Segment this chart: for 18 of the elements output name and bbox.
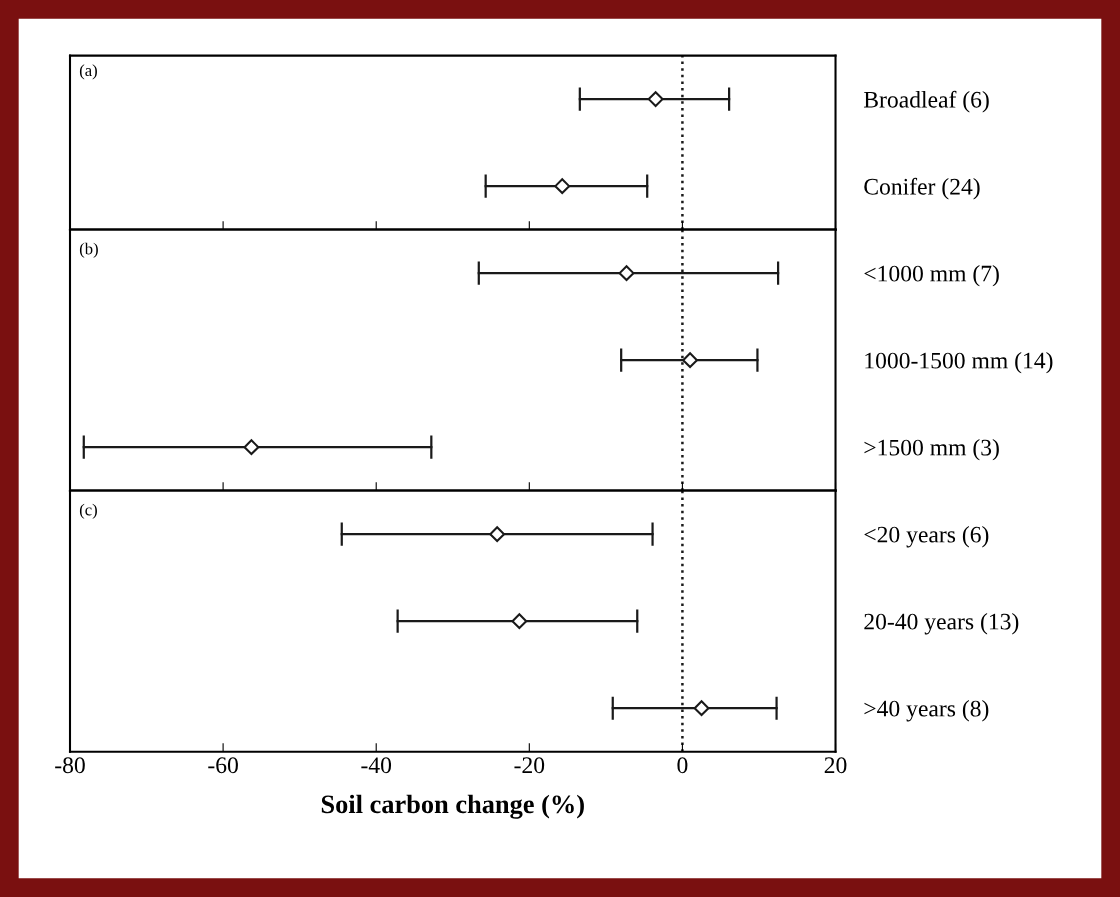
y-tick-label: Broadleaf (6) (863, 90, 989, 113)
y-tick-label: <20 years (6) (864, 525, 989, 548)
annotation: (b) (79, 242, 98, 258)
y-tick-label: 1000-1500 mm (14) (865, 351, 1053, 374)
x-tick-label: 0 (677, 757, 688, 774)
x-tick-label: -20 (514, 757, 545, 774)
x-tick-label: -80 (55, 757, 85, 774)
x-tick-label: -60 (208, 757, 238, 774)
y-tick-label: 20-40 years (13) (864, 612, 1019, 635)
y-tick-label: >1500 mm (3) (864, 438, 999, 461)
x-tick-label: -40 (361, 757, 392, 774)
x-axis-title: Soil carbon change (%) (321, 794, 584, 819)
y-tick-label: >40 years (8) (864, 699, 989, 722)
annotation: (a) (79, 64, 97, 80)
x-tick-label: 20 (824, 757, 847, 774)
annotation: (c) (79, 503, 97, 519)
y-tick-label: Conifer (24) (864, 177, 980, 200)
y-tick-label: <1000 mm (7) (864, 264, 999, 287)
